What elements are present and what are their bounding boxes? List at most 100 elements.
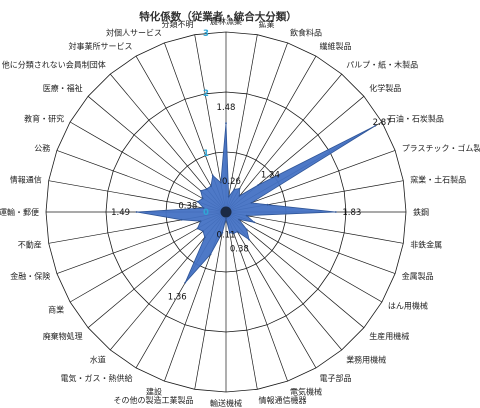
radar-point bbox=[253, 221, 256, 224]
data-label: 0.11 bbox=[217, 231, 236, 241]
radar-spoke bbox=[225, 211, 288, 382]
category-label: 教育・研究 bbox=[24, 114, 64, 124]
radar-point bbox=[248, 238, 251, 241]
ring-tick-label: 2 bbox=[203, 89, 209, 99]
category-label: プラスチック・ゴム製品 bbox=[402, 143, 480, 153]
category-label: 輸送機械 bbox=[210, 398, 242, 408]
radar-point bbox=[238, 218, 240, 221]
radar-center bbox=[220, 206, 232, 218]
radar-point bbox=[266, 203, 269, 206]
radar-point bbox=[238, 187, 241, 190]
ring-tick-label: 3 bbox=[203, 29, 209, 39]
chart-title: 特化係数（従業者・統合大分類） bbox=[139, 10, 297, 23]
category-label: 石油・石炭製品 bbox=[388, 114, 444, 124]
radar-spoke bbox=[48, 180, 227, 213]
category-label: 公務 bbox=[34, 143, 50, 153]
data-label: 1.49 bbox=[111, 208, 130, 218]
category-label: 情報通信 bbox=[10, 175, 42, 185]
category-label: 不動産 bbox=[18, 240, 42, 250]
radar-point bbox=[232, 232, 235, 235]
category-label: 商業 bbox=[48, 305, 64, 315]
radar-spoke bbox=[56, 211, 227, 274]
radar-spoke bbox=[225, 73, 342, 213]
category-label: 対事業所サービス bbox=[69, 41, 133, 51]
radar-point bbox=[250, 201, 253, 204]
radar-spoke bbox=[225, 211, 365, 328]
category-label: その他の製造工業製品 bbox=[114, 395, 194, 405]
radar-spoke bbox=[194, 211, 227, 390]
radar-point bbox=[245, 214, 248, 217]
data-label: 1.36 bbox=[168, 293, 187, 303]
category-label: 医療・福祉 bbox=[43, 83, 83, 93]
category-label: 化学製品 bbox=[369, 83, 401, 93]
radar-point bbox=[202, 230, 204, 233]
radar-point bbox=[184, 281, 187, 284]
radar-spoke bbox=[225, 211, 383, 303]
radar-point bbox=[227, 195, 230, 198]
radar-spoke bbox=[225, 55, 317, 213]
category-label: 水道 bbox=[90, 354, 106, 364]
data-label: 0.38 bbox=[230, 245, 249, 255]
radar-point bbox=[225, 122, 227, 125]
radar-point bbox=[233, 188, 236, 191]
category-label: 業務用機械 bbox=[346, 354, 386, 364]
radar-point bbox=[209, 253, 212, 256]
radar-point bbox=[219, 181, 222, 184]
category-label: はん用機械 bbox=[388, 301, 428, 311]
category-label: 金属製品 bbox=[402, 271, 434, 281]
category-label: 繊維製品 bbox=[320, 41, 352, 51]
category-label: 電子部品 bbox=[320, 373, 352, 383]
radar-point bbox=[210, 185, 212, 187]
category-label: 分類不明 bbox=[162, 19, 194, 29]
data-label: 1.24 bbox=[261, 171, 280, 181]
data-label: 0.38 bbox=[178, 201, 197, 211]
radar-spoke bbox=[225, 211, 404, 244]
radar-point bbox=[238, 195, 241, 197]
category-label: 他に分類されない会員制団体 bbox=[2, 60, 106, 70]
data-label: 0.26 bbox=[222, 177, 241, 187]
category-label: 窯業・土石製品 bbox=[410, 175, 466, 185]
radar-point bbox=[334, 211, 337, 213]
category-label: 建設 bbox=[146, 387, 162, 397]
radar-point bbox=[374, 125, 376, 127]
category-label: パルプ・紙・木製品 bbox=[346, 60, 418, 70]
radar-point bbox=[203, 236, 206, 239]
category-label: 廃棄物処理 bbox=[43, 331, 83, 341]
category-label: 対個人サービス bbox=[106, 27, 162, 37]
category-label: 金融・保険 bbox=[10, 271, 50, 281]
category-label: 生産用機械 bbox=[369, 331, 409, 341]
radar-point bbox=[199, 189, 202, 192]
radar-spoke bbox=[225, 42, 288, 213]
category-label: 農林漁業 bbox=[210, 16, 242, 26]
radar-point bbox=[202, 207, 205, 209]
radar-point bbox=[211, 174, 214, 177]
radar-spoke bbox=[225, 211, 258, 390]
ring-tick-label: 0 bbox=[203, 208, 209, 218]
category-label: 電気機械 bbox=[290, 387, 322, 397]
radar-point bbox=[135, 211, 138, 213]
radar-point bbox=[236, 230, 239, 233]
data-label: 1.83 bbox=[342, 208, 361, 218]
radar-point bbox=[196, 200, 199, 203]
category-label: 情報通信機器 bbox=[259, 395, 307, 405]
category-label: 非鉄金属 bbox=[410, 240, 442, 250]
ring-tick-label: 1 bbox=[203, 149, 209, 159]
radar-point bbox=[225, 217, 227, 220]
radar-point bbox=[257, 184, 260, 186]
radar-spoke bbox=[225, 150, 396, 213]
radar-point bbox=[199, 220, 202, 223]
radar-point bbox=[180, 218, 183, 221]
radar-point bbox=[201, 197, 204, 200]
radar-point bbox=[221, 231, 224, 234]
radar-point bbox=[205, 188, 208, 190]
category-label: 鉱業 bbox=[259, 19, 275, 29]
radar-spoke bbox=[225, 34, 258, 213]
radar-spoke bbox=[225, 211, 317, 369]
radar-spoke bbox=[69, 121, 227, 213]
data-label: 2.87 bbox=[373, 118, 392, 128]
category-label: 運輸・郵便 bbox=[0, 207, 39, 217]
radar-point bbox=[196, 227, 199, 230]
category-label: 電気・ガス・熱供給 bbox=[61, 373, 133, 383]
radar-point bbox=[228, 231, 231, 234]
